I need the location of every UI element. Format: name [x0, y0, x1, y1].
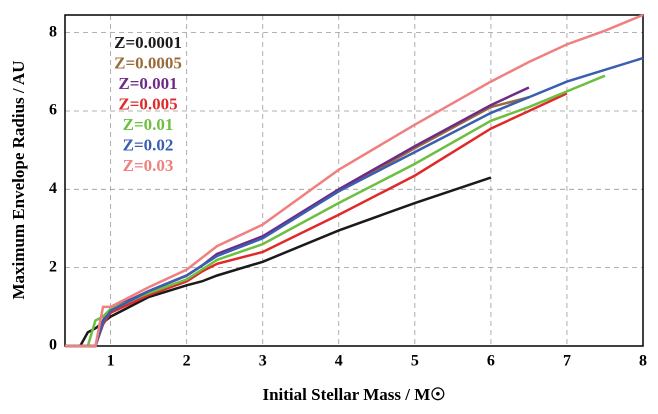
x-tick-label: 4: [335, 353, 343, 370]
y-tick-label: 0: [49, 337, 57, 354]
x-tick-label: 6: [487, 353, 495, 370]
x-tick-label: 7: [563, 353, 571, 370]
y-tick-label: 4: [49, 180, 57, 197]
y-tick-label: 2: [49, 258, 57, 275]
legend-entry: Z=0.001: [118, 74, 177, 93]
data-line: [65, 13, 644, 348]
x-tick-label: 5: [411, 353, 419, 370]
legend-entry: Z=0.005: [118, 94, 177, 113]
x-tick-label: 3: [259, 353, 267, 370]
plot-frame: [64, 14, 644, 347]
y-tick-label: 6: [49, 102, 57, 119]
legend-entry: Z=0.03: [123, 156, 174, 175]
legend-entry: Z=0.01: [123, 115, 174, 134]
x-tick-label: 8: [639, 353, 647, 370]
data-line: [65, 74, 606, 348]
data-line: [65, 176, 492, 348]
x-tick-label: 1: [107, 353, 115, 370]
x-axis-label: Initial Stellar Mass / M☉: [262, 385, 445, 404]
legend-entry: Z=0.02: [123, 135, 174, 154]
y-tick-label: 8: [49, 23, 57, 40]
legend-entry: Z=0.0001: [114, 33, 182, 52]
x-tick-label: 2: [183, 353, 191, 370]
legend-entry: Z=0.0005: [114, 53, 182, 72]
y-axis-label: Maximum Envelope Radius / AU: [9, 61, 28, 300]
